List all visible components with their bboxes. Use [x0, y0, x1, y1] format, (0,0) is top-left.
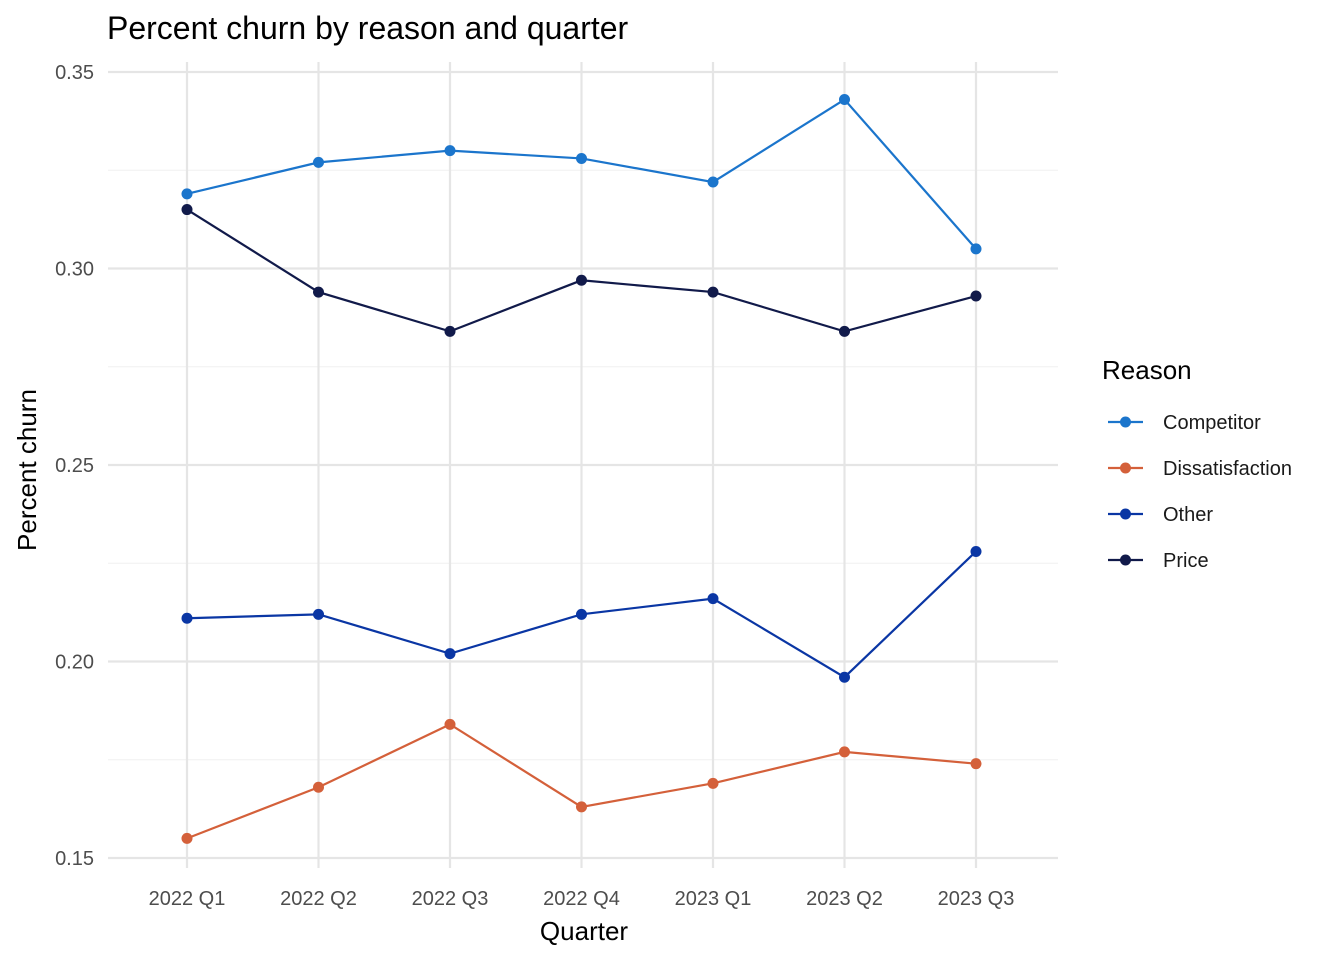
legend-key-point [1120, 508, 1131, 520]
y-tick-label: 0.20 [55, 652, 94, 674]
data-point-other [707, 593, 719, 605]
data-point-price [576, 274, 587, 286]
x-axis-ticks: 2022 Q1 2022 Q2 2022 Q3 2022 Q4 2023 Q1 2023 … [149, 888, 1015, 910]
data-point-competitor [576, 152, 587, 164]
series-group [181, 94, 982, 844]
data-point-price [970, 290, 982, 302]
data-point-dissatisfaction [444, 718, 456, 730]
legend-title: Reason [1102, 355, 1192, 385]
legend-key-point [1120, 462, 1131, 474]
data-point-other [313, 608, 324, 620]
legend-label: Other [1163, 504, 1213, 526]
data-point-competitor [181, 188, 193, 200]
x-tick-label: 2023 Q3 [938, 888, 1015, 910]
data-point-other [181, 612, 193, 624]
legend-item-price: Price [1108, 550, 1209, 572]
legend-label: Competitor [1163, 412, 1261, 434]
data-point-competitor [707, 176, 719, 188]
data-point-other [576, 608, 587, 620]
data-point-competitor [839, 94, 850, 106]
x-tick-label: 2022 Q1 [149, 888, 226, 910]
x-tick-label: 2022 Q3 [412, 888, 489, 910]
data-point-price [707, 286, 719, 298]
data-point-price [313, 286, 324, 298]
data-point-other [839, 671, 850, 683]
y-tick-label: 0.35 [55, 62, 94, 84]
y-tick-label: 0.30 [55, 259, 94, 281]
grid [108, 62, 1058, 868]
data-point-dissatisfaction [839, 746, 850, 758]
series-dissatisfaction [181, 718, 982, 844]
chart-title: Percent churn by reason and quarter [107, 10, 629, 46]
data-point-competitor [313, 156, 324, 168]
series-competitor [181, 94, 982, 255]
data-point-other [444, 648, 456, 660]
legend-item-competitor: Competitor [1108, 412, 1261, 434]
legend-key-point [1120, 416, 1131, 428]
y-tick-label: 0.15 [55, 848, 94, 870]
data-point-price [444, 325, 456, 337]
series-price [181, 204, 982, 337]
data-point-other [970, 545, 982, 557]
data-point-price [181, 204, 193, 216]
legend-label: Price [1163, 550, 1209, 572]
legend-item-dissatisfaction: Dissatisfaction [1108, 458, 1292, 480]
x-tick-label: 2022 Q4 [543, 888, 620, 910]
x-tick-label: 2023 Q1 [675, 888, 752, 910]
data-point-price [839, 325, 850, 337]
data-point-dissatisfaction [181, 832, 193, 844]
x-tick-label: 2023 Q2 [806, 888, 883, 910]
legend-key-point [1120, 554, 1131, 566]
data-point-competitor [444, 145, 456, 157]
data-point-dissatisfaction [576, 801, 587, 813]
x-axis-title: Quarter [540, 916, 628, 946]
y-axis-ticks: 0.15 0.20 0.25 0.30 0.35 [55, 62, 94, 870]
legend: Reason Competitor Dissatisfaction Other Pri… [1102, 355, 1292, 572]
data-point-dissatisfaction [707, 777, 719, 789]
data-point-dissatisfaction [313, 781, 324, 793]
series-other [181, 545, 982, 683]
data-point-dissatisfaction [970, 758, 982, 770]
legend-item-other: Other [1108, 504, 1213, 526]
y-axis-title: Percent churn [12, 389, 42, 551]
y-tick-label: 0.25 [55, 455, 94, 477]
legend-label: Dissatisfaction [1163, 458, 1292, 480]
x-tick-label: 2022 Q2 [280, 888, 357, 910]
data-point-competitor [970, 243, 982, 255]
